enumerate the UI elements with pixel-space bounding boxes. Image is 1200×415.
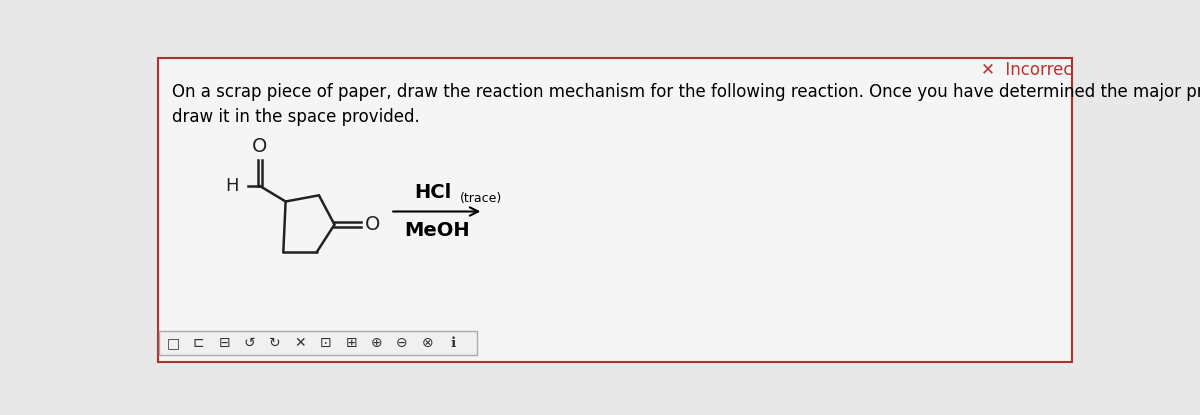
Text: HCl: HCl: [414, 183, 451, 202]
Text: ⊏: ⊏: [193, 336, 204, 350]
Text: MeOH: MeOH: [404, 221, 469, 240]
Text: ⊟: ⊟: [218, 336, 230, 350]
Text: ⊗: ⊗: [421, 336, 433, 350]
Text: ⊕: ⊕: [371, 336, 383, 350]
Text: draw it in the space provided.: draw it in the space provided.: [172, 107, 420, 126]
Text: ✕  Incorrec: ✕ Incorrec: [980, 61, 1073, 79]
Text: ⊖: ⊖: [396, 336, 408, 350]
Text: ℹ: ℹ: [450, 336, 456, 350]
FancyBboxPatch shape: [160, 331, 478, 356]
Text: ⊞: ⊞: [346, 336, 358, 350]
Text: ⊡: ⊡: [320, 336, 331, 350]
Text: O: O: [365, 215, 380, 234]
Text: O: O: [252, 137, 268, 156]
Text: ✕: ✕: [294, 336, 306, 350]
Text: (trace): (trace): [460, 192, 503, 205]
FancyBboxPatch shape: [157, 58, 1073, 361]
Text: On a scrap piece of paper, draw the reaction mechanism for the following reactio: On a scrap piece of paper, draw the reac…: [172, 83, 1200, 101]
Text: H: H: [226, 177, 239, 195]
Text: ↻: ↻: [269, 336, 281, 350]
Text: □: □: [167, 336, 180, 350]
Text: ↺: ↺: [244, 336, 256, 350]
